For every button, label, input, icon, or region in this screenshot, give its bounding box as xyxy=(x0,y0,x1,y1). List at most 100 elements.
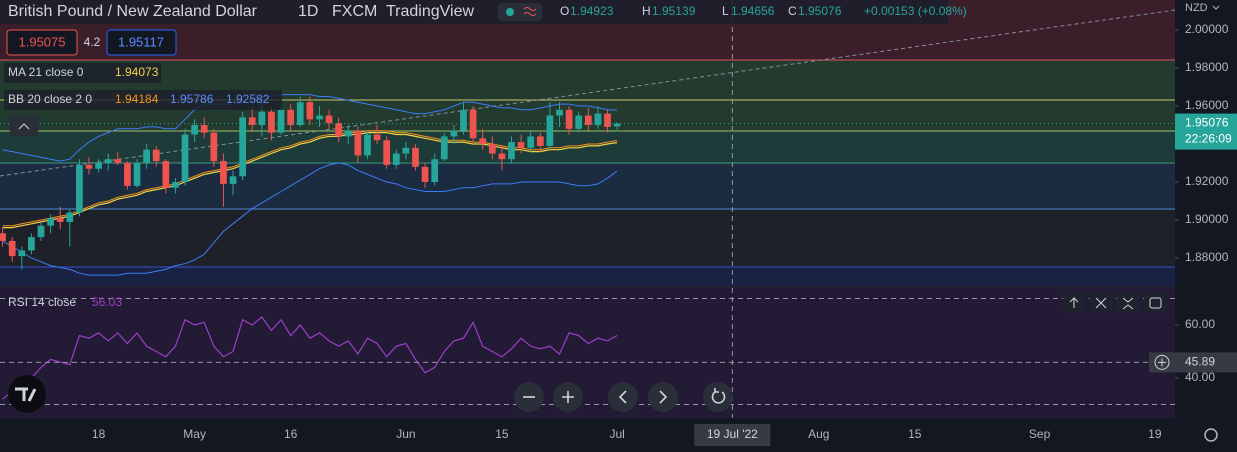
legend-value: 1.92582 xyxy=(226,92,270,106)
x-tick-label: Sep xyxy=(1029,427,1051,441)
candle-body xyxy=(104,159,112,164)
zone xyxy=(0,267,1175,286)
candle-body xyxy=(66,212,74,222)
candle-body xyxy=(181,134,189,183)
status-button[interactable] xyxy=(498,3,542,21)
trend-line xyxy=(0,9,1176,177)
settings[interactable] xyxy=(1204,428,1218,442)
ohlc-letter: C xyxy=(788,4,797,18)
candle-body xyxy=(114,159,122,164)
axes: 2.00000 1.98000 1.96000 1.92000 1.90000 1.880… xyxy=(92,22,1237,446)
candle-body xyxy=(172,182,179,188)
crosshair-x-box xyxy=(694,424,771,446)
candle-body xyxy=(316,115,323,120)
y-tick-label: 1.98000 xyxy=(1185,60,1229,74)
ohlc-value: 1.94656 xyxy=(731,4,775,18)
buy-button[interactable] xyxy=(106,29,177,56)
pane-button[interactable] xyxy=(1117,293,1139,313)
scroll-left[interactable] xyxy=(608,382,638,412)
sell-button[interactable] xyxy=(6,29,78,56)
candle-body xyxy=(162,161,170,188)
candle-body xyxy=(76,164,83,213)
crosshair-y-box xyxy=(1149,352,1237,373)
rsi-name[interactable]: RSI 14 close xyxy=(8,295,76,309)
candle-body xyxy=(402,147,410,154)
candle-body xyxy=(258,111,266,126)
legend-bg xyxy=(4,90,282,110)
last-price-label: 1.95076 xyxy=(1185,116,1229,130)
candle-body xyxy=(8,240,16,257)
candle-body xyxy=(594,113,602,126)
pane-buttons xyxy=(1063,293,1166,313)
currency[interactable]: NZD xyxy=(1185,2,1208,14)
y-tick-label: 1.96000 xyxy=(1185,98,1229,112)
crosshair-x-label: 19 Jul '22 xyxy=(707,427,758,441)
crosshair-y-label: 45.89 xyxy=(1185,355,1215,369)
candle-body xyxy=(18,250,26,257)
candle-body xyxy=(268,111,275,133)
candle-body xyxy=(431,159,439,183)
band-line xyxy=(2,94,618,162)
candle-body xyxy=(354,130,362,156)
collapse-button[interactable] xyxy=(10,116,38,136)
sell-price: 1.95075 xyxy=(19,34,66,49)
candle-body xyxy=(373,134,381,141)
rsi-line xyxy=(2,316,618,400)
source: FXCM xyxy=(332,3,377,20)
y-tick-label: 1.90000 xyxy=(1185,212,1229,226)
candle-body xyxy=(133,163,141,186)
logo[interactable] xyxy=(8,375,46,413)
candle-body xyxy=(344,130,352,137)
ohlc-letter: O xyxy=(560,4,569,18)
candle-body xyxy=(469,109,477,139)
candle-body xyxy=(412,147,419,167)
reset[interactable] xyxy=(703,382,733,412)
candle-body xyxy=(546,115,554,146)
add-button[interactable] xyxy=(1154,354,1170,370)
candle-body xyxy=(421,166,429,183)
symbol[interactable]: British Pound / New Zealand Dollar xyxy=(8,3,258,20)
scroll-right[interactable] xyxy=(648,382,678,412)
candle-body xyxy=(47,218,54,226)
legend-name[interactable]: MA 21 close 0 xyxy=(8,65,84,79)
interval[interactable]: 1D xyxy=(298,3,318,20)
dropdown-icon xyxy=(1212,5,1220,10)
price-axis xyxy=(1175,0,1237,452)
y-tick-label: 2.00000 xyxy=(1185,22,1229,36)
ohlc-value: 1.95139 xyxy=(652,4,696,18)
candle-body xyxy=(383,140,391,165)
nav-buttons xyxy=(514,382,733,412)
zone xyxy=(0,131,1175,163)
plot xyxy=(0,0,1175,418)
candle-body xyxy=(95,163,102,169)
candle-body xyxy=(277,109,285,133)
candle-body xyxy=(440,136,448,160)
candle-body xyxy=(152,149,160,162)
legend-value: 1.94073 xyxy=(115,65,159,79)
candle-body xyxy=(536,136,544,146)
status-dot xyxy=(506,8,514,16)
x-tick-label: Aug xyxy=(808,427,829,441)
rsi-value: 56.03 xyxy=(92,295,122,309)
candle-body xyxy=(210,132,218,162)
pane-button[interactable] xyxy=(1144,293,1166,313)
y-tick-label: 60.00 xyxy=(1185,317,1215,331)
candle-body xyxy=(556,109,563,116)
icon xyxy=(1149,297,1162,309)
icon xyxy=(1069,297,1079,308)
candle-body xyxy=(306,102,314,120)
icon xyxy=(562,391,574,403)
ohlc-letter: L xyxy=(722,4,729,18)
icon xyxy=(659,390,668,404)
legend-name[interactable]: BB 20 close 2 0 xyxy=(8,92,92,106)
zone xyxy=(0,209,1175,267)
band-line xyxy=(2,162,618,276)
icon xyxy=(618,390,627,404)
candle-body xyxy=(450,130,458,137)
candle-body xyxy=(508,142,515,160)
ohlc-letter: H xyxy=(642,4,651,18)
candle-body xyxy=(0,233,6,241)
logo-mark xyxy=(15,387,37,402)
candle-body xyxy=(335,123,343,137)
